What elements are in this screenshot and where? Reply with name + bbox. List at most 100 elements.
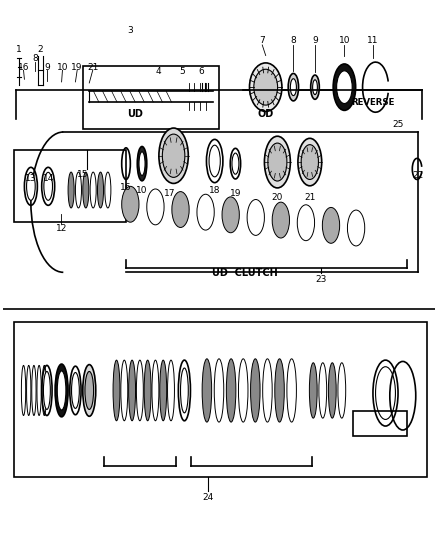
Ellipse shape: [68, 172, 74, 208]
Ellipse shape: [247, 199, 265, 236]
Text: 18: 18: [209, 185, 220, 195]
Text: 12: 12: [56, 224, 67, 233]
Text: 10: 10: [339, 36, 350, 45]
Ellipse shape: [265, 136, 290, 188]
Ellipse shape: [43, 372, 50, 409]
Ellipse shape: [144, 360, 151, 421]
Text: 21: 21: [304, 193, 315, 203]
Ellipse shape: [136, 360, 143, 421]
Ellipse shape: [172, 191, 189, 228]
Text: 11: 11: [367, 36, 378, 45]
Ellipse shape: [288, 74, 299, 101]
Text: 16: 16: [120, 183, 132, 192]
Ellipse shape: [313, 80, 318, 94]
Ellipse shape: [159, 128, 188, 183]
Ellipse shape: [232, 153, 239, 174]
Ellipse shape: [338, 363, 346, 418]
Text: 6: 6: [199, 67, 205, 76]
Text: 25: 25: [392, 119, 403, 128]
Ellipse shape: [214, 359, 224, 422]
Ellipse shape: [322, 207, 339, 243]
Bar: [14, 150, 126, 222]
Ellipse shape: [275, 359, 284, 422]
Ellipse shape: [105, 172, 111, 208]
Ellipse shape: [287, 359, 297, 422]
Ellipse shape: [162, 134, 185, 177]
Text: 8: 8: [290, 36, 296, 45]
Ellipse shape: [129, 360, 135, 421]
Text: 9: 9: [44, 62, 50, 71]
Ellipse shape: [319, 363, 327, 418]
Bar: [353, 411, 407, 437]
Text: 5: 5: [180, 67, 185, 76]
Ellipse shape: [222, 197, 239, 233]
Bar: [14, 322, 427, 478]
Ellipse shape: [44, 172, 53, 200]
Ellipse shape: [337, 71, 352, 103]
Ellipse shape: [290, 79, 297, 95]
Ellipse shape: [250, 63, 282, 111]
Text: UD  CLUTCH: UD CLUTCH: [212, 268, 278, 278]
Ellipse shape: [122, 187, 139, 222]
Ellipse shape: [311, 75, 319, 99]
Text: UD: UD: [127, 109, 143, 118]
Ellipse shape: [301, 144, 318, 180]
Ellipse shape: [180, 368, 188, 413]
Ellipse shape: [333, 64, 356, 110]
Text: 21: 21: [87, 62, 99, 71]
Text: 19: 19: [71, 62, 83, 71]
Ellipse shape: [263, 359, 272, 422]
Text: 13: 13: [25, 174, 37, 183]
Ellipse shape: [83, 172, 89, 208]
Ellipse shape: [254, 69, 278, 105]
Ellipse shape: [57, 371, 66, 410]
Ellipse shape: [226, 359, 236, 422]
Ellipse shape: [137, 147, 147, 181]
Ellipse shape: [147, 189, 164, 225]
Ellipse shape: [139, 152, 145, 175]
Ellipse shape: [347, 210, 365, 246]
Text: 10: 10: [57, 62, 68, 71]
Ellipse shape: [298, 139, 321, 186]
Ellipse shape: [113, 360, 120, 421]
Ellipse shape: [160, 360, 167, 421]
Text: 4: 4: [155, 67, 161, 76]
Ellipse shape: [90, 172, 96, 208]
Ellipse shape: [209, 145, 220, 177]
Text: 7: 7: [259, 36, 265, 45]
Text: 17: 17: [163, 189, 175, 198]
Ellipse shape: [75, 172, 81, 208]
Text: 22: 22: [412, 171, 424, 180]
Ellipse shape: [55, 364, 68, 417]
Ellipse shape: [168, 360, 174, 421]
Ellipse shape: [83, 365, 96, 416]
Text: 23: 23: [315, 274, 326, 284]
Text: 3: 3: [127, 26, 133, 35]
Ellipse shape: [152, 360, 159, 421]
Text: 1: 1: [16, 45, 22, 54]
Text: 14: 14: [42, 174, 54, 183]
Ellipse shape: [202, 359, 212, 422]
Ellipse shape: [85, 372, 94, 409]
Ellipse shape: [251, 359, 260, 422]
Bar: [83, 66, 219, 130]
Text: 24: 24: [202, 493, 214, 502]
Text: 20: 20: [272, 193, 283, 203]
Ellipse shape: [297, 205, 314, 241]
Text: 10: 10: [136, 186, 148, 195]
Text: 19: 19: [230, 189, 241, 198]
Ellipse shape: [328, 363, 336, 418]
Ellipse shape: [375, 367, 396, 419]
Ellipse shape: [121, 360, 128, 421]
Text: OD: OD: [258, 109, 274, 118]
Ellipse shape: [309, 363, 317, 418]
Text: 15: 15: [77, 169, 88, 179]
Ellipse shape: [197, 194, 214, 230]
Text: 16: 16: [18, 62, 29, 71]
Ellipse shape: [27, 172, 35, 200]
Text: 9: 9: [312, 36, 318, 45]
Ellipse shape: [268, 143, 287, 181]
Ellipse shape: [71, 373, 79, 408]
Text: 8: 8: [32, 54, 38, 63]
Ellipse shape: [272, 202, 290, 238]
